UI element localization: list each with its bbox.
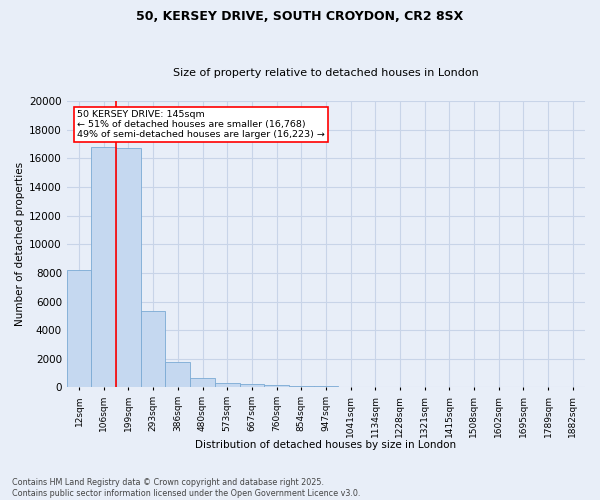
Title: Size of property relative to detached houses in London: Size of property relative to detached ho… — [173, 68, 479, 78]
Bar — [239, 384, 264, 388]
Bar — [289, 386, 314, 388]
Text: 50 KERSEY DRIVE: 145sqm
← 51% of detached houses are smaller (16,768)
49% of sem: 50 KERSEY DRIVE: 145sqm ← 51% of detache… — [77, 110, 325, 140]
Bar — [363, 387, 388, 388]
Bar — [314, 386, 338, 388]
Bar — [141, 311, 166, 388]
Bar — [91, 148, 116, 388]
Bar — [116, 148, 141, 388]
Bar — [67, 270, 91, 388]
Bar — [215, 382, 239, 388]
Text: Contains HM Land Registry data © Crown copyright and database right 2025.
Contai: Contains HM Land Registry data © Crown c… — [12, 478, 361, 498]
Bar — [190, 378, 215, 388]
Bar — [338, 386, 363, 388]
Bar — [166, 362, 190, 388]
X-axis label: Distribution of detached houses by size in London: Distribution of detached houses by size … — [196, 440, 457, 450]
Text: 50, KERSEY DRIVE, SOUTH CROYDON, CR2 8SX: 50, KERSEY DRIVE, SOUTH CROYDON, CR2 8SX — [136, 10, 464, 23]
Bar — [264, 385, 289, 388]
Y-axis label: Number of detached properties: Number of detached properties — [15, 162, 25, 326]
